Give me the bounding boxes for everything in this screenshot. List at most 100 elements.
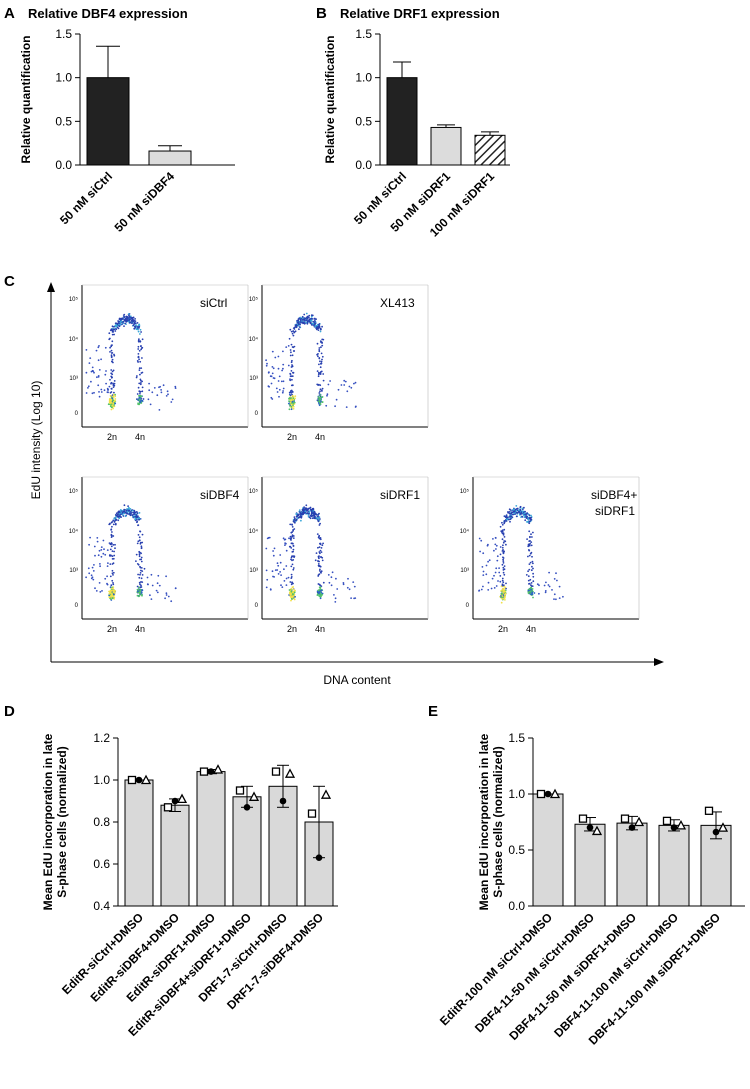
flow-dot: [141, 570, 144, 572]
data-point-triangle: [320, 789, 332, 799]
flow-dot: [319, 542, 321, 545]
flow-dot: [137, 330, 140, 333]
flow-dot: [129, 318, 131, 321]
flow-dot: [287, 345, 290, 347]
flow-dot: [108, 592, 111, 595]
flow-y-tick-label: 10⁵: [249, 296, 259, 303]
flow-dot: [288, 393, 291, 396]
flow-dot: [136, 322, 139, 324]
flow-y-tick-label: 10⁴: [460, 528, 470, 535]
flow-dot: [508, 512, 511, 515]
flow-dot: [291, 400, 294, 403]
flow-dot: [118, 325, 121, 328]
flow-dot: [138, 536, 141, 539]
flow-dot: [531, 560, 534, 563]
flow-dot: [485, 564, 488, 567]
flow-x-tick-label: 4n: [526, 624, 536, 634]
flow-dot: [513, 508, 516, 510]
flow-dot: [319, 396, 322, 399]
flow-dot: [494, 543, 497, 546]
flow-dot: [343, 379, 346, 382]
flow-dot: [102, 539, 105, 542]
flow-dot: [289, 595, 292, 598]
flow-dot: [103, 389, 106, 392]
flow-dot: [165, 395, 168, 397]
flow-dot: [96, 537, 99, 539]
flow-dot: [98, 345, 100, 347]
flow-dot: [118, 318, 121, 321]
flow-dot: [141, 541, 144, 544]
flow-dot: [317, 396, 320, 398]
flow-dot: [348, 385, 351, 388]
flow-dot: [524, 519, 527, 522]
flow-dot: [269, 588, 272, 591]
flow-dot: [120, 317, 123, 320]
flow-dot: [290, 370, 293, 372]
flow-y-tick-label: 10⁵: [69, 488, 79, 495]
flow-dot: [310, 314, 313, 317]
flow-dot: [134, 515, 137, 518]
flow-dot: [289, 400, 292, 402]
flow-dot: [305, 317, 308, 319]
flow-y-tick-label: 0: [255, 411, 259, 417]
flow-dot: [270, 382, 273, 385]
flow-dot: [90, 574, 93, 577]
flow-dot: [322, 379, 325, 382]
flow-dot: [529, 590, 532, 593]
flow-dot: [115, 322, 118, 325]
flow-dot: [528, 514, 531, 517]
flow-dot: [136, 594, 139, 597]
flow-dot: [291, 390, 294, 393]
flow-dot: [325, 404, 328, 407]
flow-dot: [498, 567, 500, 569]
flow-dot: [164, 597, 167, 600]
flow-dot: [137, 515, 139, 518]
flow-dot: [107, 562, 109, 564]
flow-dot: [137, 403, 140, 406]
flow-dot: [122, 320, 125, 323]
flow-dot: [109, 523, 111, 525]
flow-dot: [271, 350, 274, 353]
flow-dot: [327, 574, 330, 576]
flow-dot: [314, 512, 317, 515]
flow-dot: [295, 512, 298, 515]
flow-dot: [478, 537, 481, 540]
flow-dot: [556, 579, 558, 582]
flow-y-tick-label: 10³: [460, 568, 469, 574]
flow-dot: [300, 516, 303, 519]
flow-dot: [505, 515, 508, 517]
flow-dot: [113, 325, 115, 328]
flow-dot: [500, 590, 503, 592]
flow-dot: [326, 394, 328, 397]
flow-dot: [90, 577, 93, 580]
flow-dot: [295, 324, 298, 327]
flow-dot: [305, 312, 308, 315]
flow-dot: [308, 320, 311, 323]
flow-dot: [137, 345, 140, 348]
flow-dot: [544, 591, 547, 594]
flow-dot: [523, 506, 525, 509]
flow-dot: [354, 381, 357, 384]
flow-dot: [289, 523, 292, 526]
flow-dot: [304, 322, 306, 325]
flow-plot: 0 10³ 10⁴ 10⁵ 2n 4n siDBF4: [69, 476, 249, 634]
flow-dot: [515, 515, 518, 518]
data-point-circle: [586, 824, 594, 831]
flow-dot: [113, 382, 116, 385]
flow-dot: [108, 542, 111, 544]
flow-x-tick-label: 4n: [315, 432, 325, 442]
flow-dot: [528, 554, 531, 557]
data-point-square: [199, 767, 209, 776]
flow-dot: [136, 585, 139, 588]
flow-dot: [317, 324, 320, 326]
flow-dot: [291, 581, 293, 584]
flow-dot: [531, 565, 533, 568]
flow-y-tick-label: 10³: [249, 568, 258, 574]
flow-dot: [155, 589, 158, 592]
data-point-triangle: [284, 768, 296, 778]
flow-dot: [530, 586, 533, 589]
flow-dot: [98, 391, 100, 393]
flow-dot: [518, 511, 521, 513]
flow-dot: [333, 594, 335, 596]
flow-dot: [502, 560, 505, 562]
